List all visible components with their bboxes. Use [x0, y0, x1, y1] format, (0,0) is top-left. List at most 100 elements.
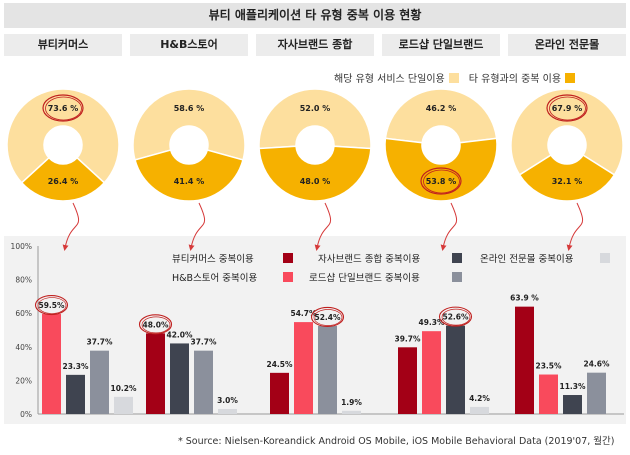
- arrow-online-mall: [566, 202, 584, 251]
- donut-label-overlap-hb-store: 41.4 %: [174, 177, 205, 186]
- highlight-circle-bar-inner-roadshop: [441, 308, 471, 326]
- donut-slice-single-brand-total: [258, 88, 372, 150]
- bar-hb-store-brand_total: [170, 343, 189, 414]
- bar-label-online-mall-hb_store: 23.5%: [535, 362, 562, 371]
- bar-hb-store-roadshop: [194, 350, 213, 414]
- bar-label-hb-store-roadshop: 37.7%: [190, 338, 217, 347]
- bar-label-online-mall-brand_total: 11.3%: [559, 382, 586, 391]
- donut-label-single-roadshop: 46.2 %: [426, 104, 457, 113]
- highlight-circle-bar-brand-total: [310, 306, 345, 328]
- donut-slice-overlap-hb-store: [134, 149, 244, 202]
- bar-label-roadshop-brand_total: 52.6%: [442, 313, 469, 322]
- donut-legend: 해당 유형 서비스 단일이용 타 유형과의 중복 이용: [334, 70, 585, 85]
- highlight-circle-donut-beauty-commerce: [42, 94, 84, 122]
- bar-hb-store-online_mall: [218, 408, 237, 414]
- category-tab-beauty-commerce: 뷰티커머스: [4, 34, 122, 56]
- y-tick-label: 100%: [11, 242, 32, 251]
- bar-hb-store-beauty_commerce: [146, 333, 165, 414]
- donut-slice-single-beauty-commerce: [6, 88, 120, 184]
- bar-online-mall-hb_store: [539, 374, 558, 414]
- y-tick-label: 60%: [15, 309, 32, 318]
- bar-brand-total-hb_store: [294, 322, 313, 414]
- category-tab-brand-total: 자사브랜드 종합: [256, 34, 374, 56]
- bar-label-roadshop-beauty_commerce: 39.7%: [394, 334, 421, 343]
- highlight-circle-donut-inner-beauty-commerce: [45, 96, 82, 121]
- bar-label-hb-store-beauty_commerce: 48.0%: [142, 320, 169, 329]
- category-tab-hb-store: H&B스토어: [130, 34, 248, 56]
- highlight-circle-bar-roadshop: [438, 306, 473, 327]
- bar-label-roadshop-hb_store: 49.3%: [418, 318, 445, 327]
- bar-legend-label-online_mall: 온라인 전문몰 중복이용: [480, 254, 574, 265]
- bar-label-brand-total-beauty_commerce: 24.5%: [266, 360, 293, 369]
- bar-legend-label-beauty_commerce: 뷰티커머스 중복이용: [172, 254, 254, 265]
- bar-label-brand-total-hb_store: 54.7%: [290, 309, 317, 318]
- donut-slice-overlap-beauty-commerce: [20, 156, 106, 202]
- bar-label-online-mall-beauty_commerce: 63.9 %: [510, 294, 539, 303]
- bar-label-beauty-commerce-brand_total: 23.3%: [62, 362, 89, 371]
- y-tick-label: 80%: [15, 276, 32, 285]
- bar-label-beauty-commerce-roadshop: 37.7%: [86, 338, 113, 347]
- bar-roadshop-brand_total: [446, 325, 465, 414]
- source-note: * Source: Nielsen-Koreandick Android OS …: [178, 436, 615, 447]
- bar-legend-label-hb_store: H&B스토어 중복이용: [172, 273, 258, 284]
- bar-beauty-commerce-hb_store: [42, 314, 61, 414]
- legend-label-overlap: 타 유형과의 중복 이용: [468, 74, 562, 85]
- legend-swatch-single: [448, 72, 459, 83]
- bar-brand-total-beauty_commerce: [270, 372, 289, 414]
- donut-label-overlap-online-mall: 32.1 %: [552, 177, 583, 186]
- category-tab-online-mall: 온라인 전문몰: [508, 34, 626, 56]
- y-tick-label: 0%: [20, 410, 32, 419]
- bar-label-brand-total-roadshop: 52.4%: [314, 313, 341, 322]
- bar-label-hb-store-brand_total: 42.0%: [166, 330, 193, 339]
- bar-legend-swatch-beauty_commerce: [283, 253, 293, 263]
- y-tick-label: 20%: [15, 376, 32, 385]
- arrow-hb-store: [188, 202, 206, 251]
- bar-legend-swatch-roadshop: [452, 272, 462, 282]
- donut-slice-single-online-mall: [510, 88, 624, 176]
- bar-legend-swatch-hb_store: [283, 272, 293, 282]
- bar-roadshop-online_mall: [470, 406, 489, 414]
- bar-legend-label-roadshop: 로드샵 단일브랜드 중복이용: [309, 273, 420, 284]
- arrow-beauty-commerce: [62, 202, 80, 251]
- chart-title: 뷰티 애플리케이션 타 유형 중복 이용 현황: [4, 3, 626, 28]
- donut-slice-overlap-online-mall: [518, 154, 616, 202]
- bar-brand-total-online_mall: [342, 410, 361, 414]
- bar-roadshop-hb_store: [422, 331, 441, 414]
- highlight-circle-donut-online-mall: [546, 94, 588, 122]
- donut-label-single-online-mall: 67.9 %: [552, 104, 583, 113]
- bar-legend-swatch-online_mall: [600, 253, 610, 263]
- highlight-circle-bar-inner-beauty-commerce: [37, 297, 67, 314]
- bar-roadshop-beauty_commerce: [398, 347, 417, 414]
- bar-label-hb-store-online_mall: 3.0%: [217, 396, 238, 405]
- highlight-circle-bar-inner-brand-total: [313, 309, 343, 326]
- bar-label-beauty-commerce-online_mall: 10.2%: [110, 384, 137, 393]
- legend-label-single: 해당 유형 서비스 단일이용: [334, 74, 445, 85]
- bar-beauty-commerce-roadshop: [90, 350, 109, 414]
- donut-slice-single-roadshop: [384, 88, 498, 144]
- bar-label-online-mall-roadshop: 24.6%: [583, 360, 610, 369]
- bar-beauty-commerce-online_mall: [114, 396, 133, 414]
- donut-label-overlap-roadshop: 53.8 %: [426, 177, 457, 186]
- bar-online-mall-brand_total: [563, 395, 582, 414]
- highlight-circle-donut-inner-online-mall: [549, 96, 586, 121]
- donut-label-single-hb-store: 58.6 %: [174, 104, 205, 113]
- highlight-circle-bar-beauty-commerce: [34, 294, 69, 316]
- category-tab-roadshop: 로드샵 단일브랜드: [382, 34, 500, 56]
- bar-label-brand-total-online_mall: 1.9%: [341, 398, 362, 407]
- donut-label-single-brand-total: 52.0 %: [300, 104, 331, 113]
- highlight-circle-donut-inner-roadshop: [423, 169, 460, 194]
- bar-online-mall-roadshop: [587, 372, 606, 414]
- bar-legend-swatch-brand_total: [452, 253, 462, 263]
- legend-swatch-overlap: [565, 72, 576, 83]
- arrow-brand-total: [314, 202, 332, 251]
- highlight-circle-bar-inner-hb-store: [141, 316, 171, 334]
- bar-beauty-commerce-brand_total: [66, 374, 85, 414]
- bar-label-roadshop-online_mall: 4.2%: [469, 394, 490, 403]
- donut-label-overlap-beauty-commerce: 26.4 %: [48, 177, 79, 186]
- highlight-circle-donut-roadshop: [420, 167, 462, 195]
- donut-label-overlap-brand-total: 48.0 %: [300, 177, 331, 186]
- donut-label-single-beauty-commerce: 73.6 %: [48, 104, 79, 113]
- y-tick-label: 40%: [15, 343, 32, 352]
